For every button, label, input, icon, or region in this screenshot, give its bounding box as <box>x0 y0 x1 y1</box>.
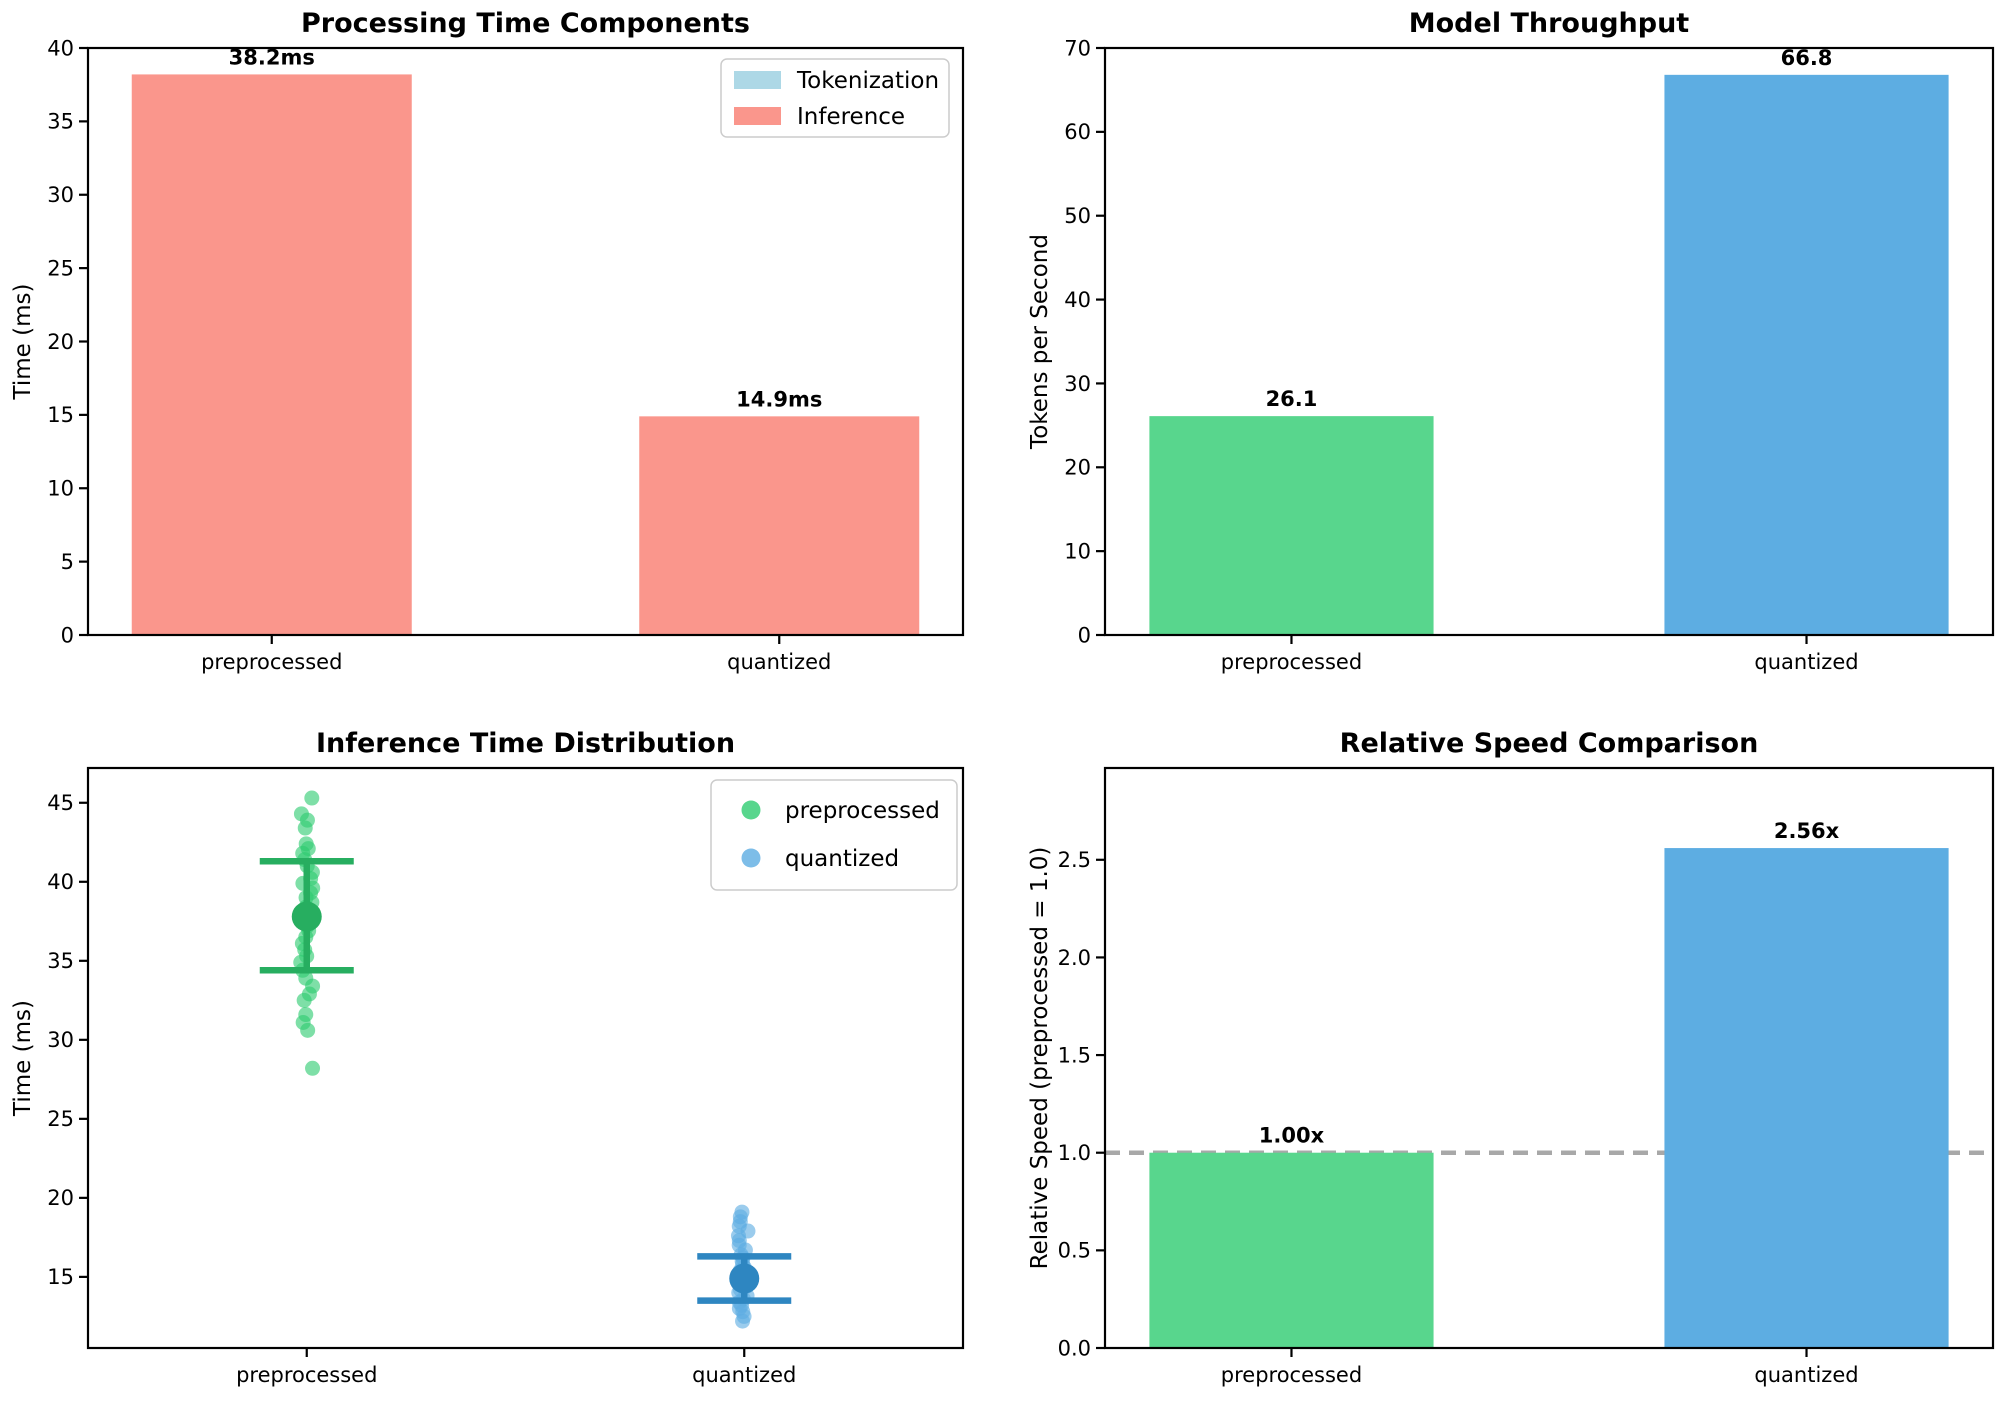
y-tick-label: 25 <box>47 256 74 280</box>
mean-marker <box>291 901 322 932</box>
chart-title: Inference Time Distribution <box>316 728 735 759</box>
bar-preprocessed <box>1149 1152 1434 1348</box>
strip-point <box>304 790 320 806</box>
y-tick-label: 35 <box>47 949 74 973</box>
y-tick-label: 1.5 <box>1058 1043 1091 1067</box>
y-tick-label: 5 <box>61 550 74 574</box>
bar-quantized <box>639 416 920 635</box>
x-tick-label: quantized <box>727 650 831 674</box>
x-tick-label: quantized <box>1754 1363 1858 1387</box>
y-tick-label: 2.5 <box>1058 848 1091 872</box>
strip-point <box>735 1313 751 1329</box>
legend-label: Inference <box>797 104 905 130</box>
y-tick-label: 1.0 <box>1058 1141 1091 1165</box>
bar-value-label: 2.56x <box>1774 819 1840 843</box>
processing-time-components-plot: Processing Time Components Time (ms) 0 5 10 1… <box>10 8 965 674</box>
plot-border <box>1103 46 1995 637</box>
x-tick-label: quantized <box>692 1363 796 1387</box>
y-tick-label: 40 <box>1064 288 1091 312</box>
y-tick-label: 20 <box>47 330 74 354</box>
y-tick-label: 0 <box>1078 623 1091 647</box>
legend-marker-patch <box>734 71 781 89</box>
chart-model-throughput: Model Throughput Model Throughput Tokens … <box>1000 0 2000 702</box>
legend-label: quantized <box>785 846 899 872</box>
y-tick-label: 15 <box>47 403 74 427</box>
plot-border <box>86 766 965 1350</box>
y-tick-label: 2.0 <box>1058 946 1091 970</box>
bar-value-label: 66.8 <box>1781 46 1833 70</box>
chart-title: Processing Time Components <box>301 8 750 39</box>
x-tick-label: preprocessed <box>201 650 342 674</box>
y-tick-label: 10 <box>47 477 74 501</box>
bar-preprocessed <box>1149 416 1434 635</box>
y-tick-label: 15 <box>47 1265 74 1289</box>
y-axis-label: Relative Speed (preprocessed = 1.0) <box>1027 847 1053 1270</box>
chart-relative-speed-comparison: Relative Speed Comparison Relative Speed… <box>1000 702 2000 1404</box>
plot-border <box>86 46 965 637</box>
strip-point <box>300 1022 316 1038</box>
y-tick-label: 60 <box>1064 120 1091 144</box>
y-tick-label: 35 <box>47 110 74 134</box>
chart-inference-time-distribution: Inference Time Distribution Inference Ti… <box>0 702 1000 1404</box>
y-tick-label: 30 <box>47 183 74 207</box>
strip-point <box>305 1060 321 1076</box>
y-tick-label: 0.5 <box>1058 1239 1091 1263</box>
model-throughput-plot: Model Throughput Tokens per Second 0 10 20 30… <box>1027 8 1995 674</box>
y-axis-label: Tokens per Second <box>1027 234 1053 450</box>
y-tick-label: 30 <box>47 1028 74 1052</box>
bar-value-label: 26.1 <box>1266 387 1318 411</box>
legend-box <box>710 779 958 891</box>
x-tick-label: preprocessed <box>1221 1363 1362 1387</box>
chart-processing-time-components: Processing Time Components Processing Ti… <box>0 0 1000 702</box>
bar-quantized <box>1664 848 1949 1348</box>
bar-quantized <box>1664 74 1949 635</box>
bar-value-label: 1.00x <box>1259 1124 1325 1148</box>
relative-speed-comparison-plot: Relative Speed Comparison Relative Speed … <box>1027 728 1995 1387</box>
bar-value-label: 14.9ms <box>736 387 822 411</box>
y-tick-label: 10 <box>1064 539 1091 563</box>
legend-marker-dot <box>741 848 761 868</box>
legend-label: Tokenization <box>796 68 939 94</box>
plot-border <box>1103 766 1995 1350</box>
y-tick-label: 70 <box>1064 36 1091 60</box>
y-tick-label: 40 <box>47 870 74 894</box>
y-axis-label: Time (ms) <box>10 284 36 401</box>
y-axis-label: Time (ms) <box>10 1000 36 1117</box>
legend-marker-dot <box>741 800 761 820</box>
bar-preprocessed <box>131 74 412 636</box>
chart-title: Model Throughput <box>1409 8 1690 39</box>
y-tick-label: 40 <box>47 36 74 60</box>
inference-time-distribution-plot: Inference Time Distribution Time (ms) 15 20… <box>10 728 965 1387</box>
legend-label: preprocessed <box>785 798 940 824</box>
legend-marker-patch <box>734 107 781 125</box>
y-tick-label: 0.0 <box>1058 1336 1091 1360</box>
y-tick-label: 20 <box>1064 456 1091 480</box>
strip-point <box>296 992 312 1008</box>
y-tick-label: 20 <box>47 1186 74 1210</box>
y-tick-label: 50 <box>1064 204 1091 228</box>
strip-point <box>297 820 313 836</box>
bar-value-label: 38.2ms <box>229 45 315 69</box>
y-tick-label: 45 <box>47 791 74 815</box>
mean-marker <box>729 1263 760 1294</box>
x-tick-label: preprocessed <box>1221 650 1362 674</box>
x-tick-label: quantized <box>1754 650 1858 674</box>
y-tick-label: 25 <box>47 1107 74 1131</box>
chart-title: Relative Speed Comparison <box>1340 728 1759 759</box>
x-tick-label: preprocessed <box>236 1363 377 1387</box>
y-tick-label: 0 <box>61 623 74 647</box>
y-tick-label: 30 <box>1064 372 1091 396</box>
